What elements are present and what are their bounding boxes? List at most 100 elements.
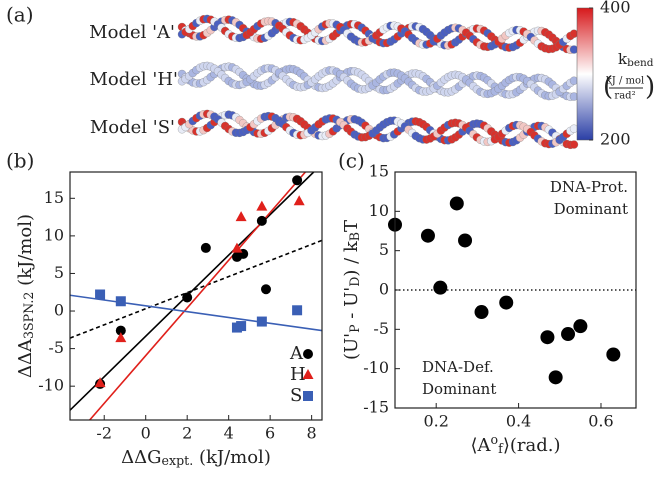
fit-line: [70, 239, 322, 339]
x-axis-label: ΔΔGexpt. (kJ/mol): [121, 447, 271, 468]
point: [115, 325, 126, 336]
y-tick-label: 15: [44, 188, 64, 207]
y-tick-label: 0: [379, 280, 389, 299]
y-tick-label: 10: [369, 201, 389, 220]
x-tick-label: -2: [96, 424, 112, 443]
model-label: Model 'H': [89, 69, 178, 90]
legend-label: S: [290, 385, 302, 406]
helix-images: [177, 14, 579, 150]
point: [420, 228, 435, 243]
y-axis-label: ΔΔA3SPN.2 (kJ/mol): [15, 214, 36, 378]
colorbar-title: kbend: [618, 50, 654, 69]
point: [182, 292, 193, 303]
y-tick-label: -10: [363, 358, 389, 377]
model-label: Model 'A': [89, 22, 175, 43]
x-tick-label: 0.2: [423, 412, 448, 431]
point: [499, 295, 514, 310]
point: [458, 233, 473, 248]
point: [256, 200, 268, 211]
legend-label: A: [289, 343, 304, 364]
x-axis-label: ⟨Aof⟩(rad.): [471, 432, 561, 457]
helix-bead: [569, 140, 579, 149]
y-axis-label-part: D: [347, 277, 362, 287]
legend-label: H: [290, 364, 306, 385]
point: [115, 332, 127, 343]
point: [293, 195, 305, 206]
annotation: DNA-Def.: [422, 358, 494, 376]
point: [573, 319, 588, 334]
colorbar: [576, 7, 594, 141]
point: [235, 211, 247, 222]
plot-frame: [394, 171, 637, 409]
legend-marker: [303, 391, 313, 401]
panel-label: (b): [6, 149, 34, 173]
colorbar-unit-paren: (: [603, 72, 613, 102]
point: [256, 316, 267, 327]
model-label: Model 'S': [90, 117, 175, 138]
y-axis-label-part: T: [341, 220, 362, 232]
legend-marker: [303, 349, 313, 359]
y-tick-label: -15: [363, 398, 389, 417]
fit-line: [70, 294, 322, 332]
annotation: DNA-Prot.: [550, 178, 628, 196]
annotation: Dominant: [422, 380, 496, 398]
panel-label: (a): [6, 3, 34, 27]
y-tick-label: 5: [54, 263, 64, 282]
point: [94, 377, 106, 388]
plot-frame: [69, 171, 323, 421]
x-axis-label-part: (kJ/mol): [193, 447, 271, 468]
colorbar-unit-den: rad²: [614, 91, 635, 102]
colorbar-tick-label: 400: [600, 0, 631, 17]
colorbar-unit-num: kJ / mol: [606, 76, 645, 87]
y-axis-label-part: 3SPN.2: [21, 292, 36, 339]
x-axis-label-part: ⟩(rad.): [503, 435, 561, 456]
colorbar-tick-label: 200: [600, 130, 631, 149]
point: [474, 305, 489, 320]
y-axis-label-part: P: [347, 324, 362, 333]
fit-line: [89, 172, 307, 420]
point: [95, 289, 106, 300]
y-axis-label-part: ) / k: [341, 240, 362, 277]
point: [236, 321, 247, 332]
point: [261, 284, 271, 295]
y-axis-label-part: - U': [341, 287, 362, 325]
y-axis-label: (U'P - U'D) / kBT: [341, 220, 362, 360]
point: [292, 305, 303, 316]
x-tick-label: 4: [224, 424, 234, 443]
point: [256, 215, 267, 226]
point: [606, 347, 621, 362]
x-tick-label: 6: [265, 424, 275, 443]
x-axis-label-part: expt.: [162, 453, 194, 468]
y-tick-label: 5: [379, 240, 389, 259]
x-axis-label-part: o: [491, 432, 499, 447]
y-axis-label-part: (kJ/mol): [15, 214, 36, 292]
point: [561, 327, 576, 342]
point: [449, 196, 464, 211]
point: [200, 242, 211, 253]
colorbar-unit-paren: ): [645, 72, 654, 102]
panel-label: (c): [338, 149, 365, 173]
y-tick-label: 0: [54, 301, 64, 320]
colorbar-title-part: k: [618, 50, 628, 68]
y-tick-label: 10: [44, 225, 64, 244]
legend-marker: [302, 369, 314, 379]
x-tick-label: 0.4: [506, 412, 531, 431]
colorbar-title-part: bend: [627, 57, 654, 69]
x-axis-label-part: f: [498, 441, 504, 456]
x-tick-label: 0.6: [588, 412, 613, 431]
point: [548, 370, 563, 385]
fit-line: [70, 172, 315, 411]
point: [433, 280, 448, 295]
y-axis-label-part: ΔΔA: [15, 338, 36, 378]
point: [115, 296, 126, 307]
x-axis-label-part: ΔΔG: [121, 447, 161, 468]
x-axis-label-part: ⟨A: [471, 435, 492, 456]
point: [292, 175, 303, 186]
x-tick-label: 8: [307, 424, 317, 443]
x-tick-label: 2: [182, 424, 192, 443]
y-axis-label-part: B: [347, 232, 362, 241]
point: [540, 330, 555, 345]
y-axis-label-part: (U': [341, 333, 362, 360]
y-tick-label: -5: [48, 338, 64, 357]
